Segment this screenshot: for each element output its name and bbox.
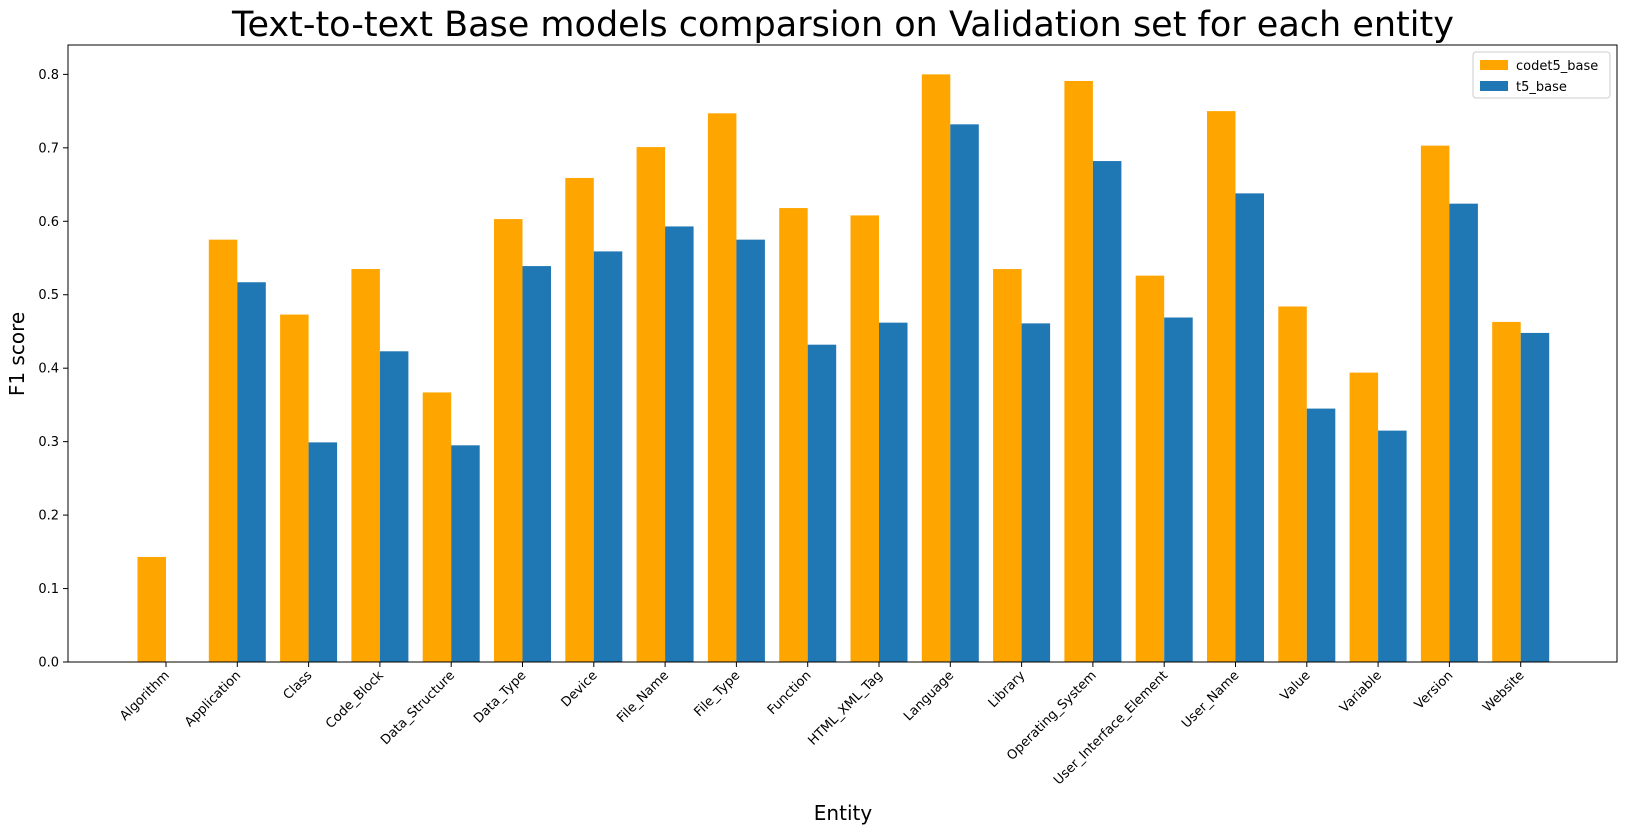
bar-codet5_base-Code_Block <box>351 269 380 662</box>
x-tick-label: Website <box>1480 668 1527 715</box>
x-tick-label: User_Name <box>1179 668 1242 731</box>
bar-t5_base-User_Interface_Element <box>1164 317 1193 662</box>
x-tick-label: Application <box>182 668 244 730</box>
legend-label-t5_base: t5_base <box>1516 80 1567 95</box>
bar-codet5_base-Device <box>565 177 594 662</box>
bars-group <box>137 74 1550 663</box>
y-tick-label: 0.2 <box>38 509 59 524</box>
x-tick-label: User_Interface_Element <box>1051 668 1171 788</box>
bar-t5_base-User_Name <box>1235 193 1264 662</box>
bar-t5_base-Application <box>237 282 266 662</box>
bar-t5_base-Operating_System <box>1092 161 1122 663</box>
y-ticks: 0.0 0.1 0.2 0.3 0.4 0.5 0.6 0.7 0.8 <box>38 68 68 671</box>
bar-t5_base-Variable <box>1378 430 1407 663</box>
x-tick-label: Device <box>559 668 601 710</box>
bar-codet5_base-Variable <box>1349 372 1379 662</box>
x-tick-label: Code_Block <box>323 668 387 732</box>
plot-frame <box>67 44 1618 663</box>
x-ticks: Algorithm Application Class Code_BlockData_… <box>117 662 1528 788</box>
x-tick-label: Variable <box>1337 668 1385 716</box>
bar-codet5_base-Function <box>779 208 808 662</box>
bar-codet5_base-Data_Structure <box>422 392 452 662</box>
x-tick-label: File_Type <box>692 668 744 720</box>
bar-t5_base-Value <box>1306 408 1336 662</box>
legend: codet5_base t5_base <box>1472 51 1611 99</box>
bar-codet5_base-File_Name <box>636 147 666 663</box>
y-tick-label: 0.4 <box>38 362 59 377</box>
legend-swatch-codet5_base <box>1480 60 1508 70</box>
bar-codet5_base-File_Type <box>707 113 737 662</box>
bar-t5_base-Code_Block <box>379 351 409 662</box>
bar-codet5_base-Algorithm <box>137 556 166 662</box>
x-tick-label: Class <box>281 668 316 703</box>
x-tick-label: Value <box>1278 668 1314 704</box>
x-tick-label: Algorithm <box>117 668 173 724</box>
y-tick-label: 0.7 <box>38 141 59 156</box>
x-tick-label: Language <box>901 668 957 724</box>
bar-codet5_base-Class <box>280 314 309 662</box>
bar-codet5_base-User_Name <box>1207 111 1236 663</box>
bar-codet5_base-Operating_System <box>1064 80 1093 663</box>
bar-codet5_base-Application <box>208 239 238 662</box>
y-tick-label: 0.6 <box>38 215 59 230</box>
bar-t5_base-Data_Structure <box>451 445 480 662</box>
bar-codet5_base-Language <box>921 74 951 662</box>
y-tick-label: 0.3 <box>38 435 59 450</box>
bar-codet5_base-Library <box>993 269 1022 662</box>
bar-codet5_base-Version <box>1420 145 1450 662</box>
x-tick-label: HTML_XML_Tag <box>806 668 886 748</box>
legend-label-codet5_base: codet5_base <box>1516 59 1598 74</box>
y-axis-title: F1 score <box>5 312 29 396</box>
bar-codet5_base-Website <box>1492 321 1521 662</box>
y-tick-label: 0.1 <box>38 582 59 597</box>
bar-codet5_base-Value <box>1278 306 1307 662</box>
bar-t5_base-Class <box>308 442 338 662</box>
bar-codet5_base-User_Interface_Element <box>1135 275 1165 662</box>
bar-codet5_base-HTML_XML_Tag <box>850 215 879 662</box>
chart-title: Text-to-text Base models comparsion on V… <box>231 5 1454 45</box>
bar-codet5_base-Data_Type <box>494 219 523 662</box>
bar-t5_base-Function <box>807 344 837 662</box>
bar-t5_base-Data_Type <box>522 266 551 662</box>
x-tick-label: Data_Type <box>471 668 529 726</box>
bar-t5_base-Version <box>1449 203 1478 662</box>
bar-t5_base-HTML_XML_Tag <box>879 322 908 662</box>
bar-t5_base-Language <box>950 124 979 662</box>
bar-t5_base-File_Type <box>736 239 765 662</box>
bar-t5_base-Device <box>593 251 623 662</box>
x-tick-label: File_Name <box>614 668 672 726</box>
x-tick-label: Library <box>986 668 1029 711</box>
x-tick-label: Data_Structure <box>378 668 458 748</box>
y-tick-label: 0.5 <box>38 288 59 303</box>
x-tick-label: Version <box>1412 668 1456 712</box>
x-axis-title: Entity <box>814 801 873 825</box>
y-tick-label: 0.0 <box>38 656 59 671</box>
x-tick-label: Function <box>765 668 815 718</box>
y-tick-label: 0.8 <box>38 68 59 83</box>
bar-t5_base-Website <box>1520 332 1550 662</box>
bar-t5_base-File_Name <box>665 226 694 662</box>
bar-t5_base-Library <box>1021 323 1051 662</box>
legend-swatch-t5_base <box>1480 81 1508 91</box>
